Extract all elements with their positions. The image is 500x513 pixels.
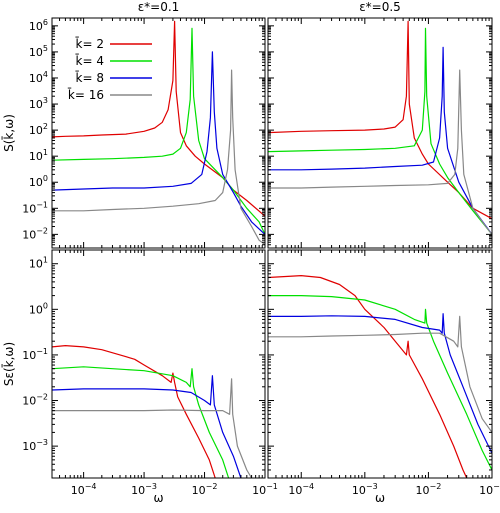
series-line-2 xyxy=(52,366,230,478)
series-line-4 xyxy=(268,69,492,235)
plot-frame xyxy=(51,249,266,479)
panel-top-right: ε*=0.5 xyxy=(267,0,493,249)
legend: k̄= 2 k̄= 4 k̄= 8 k̄= 16 xyxy=(68,37,152,102)
x-tick-label: 10−4 xyxy=(71,482,97,497)
legend-label: k̄= 2 xyxy=(75,37,104,51)
x-tick-label: 10−3 xyxy=(352,482,378,497)
y-tick-label: 10−3 xyxy=(22,438,48,453)
y-tick-label: 101 xyxy=(29,148,48,163)
x-tick-label: 10−2 xyxy=(416,482,442,497)
series-line-4 xyxy=(268,315,492,433)
x-tick-label: 10−2 xyxy=(192,482,218,497)
series-line-4 xyxy=(52,69,265,246)
series-line-3 xyxy=(52,51,265,235)
series-line-2 xyxy=(268,295,492,471)
y-tick-label: 10−1 xyxy=(22,347,48,362)
legend-label: k̄= 4 xyxy=(75,54,104,68)
y-tick-label: 10−2 xyxy=(22,226,48,241)
y-tick-label: 104 xyxy=(29,70,48,85)
y-tick-label: 101 xyxy=(29,256,48,271)
y-axis-title: S(k̄,ω) xyxy=(2,114,16,152)
series-line-1 xyxy=(52,20,265,217)
panel-top-left: 10−2 10−1 100 101 102 103 104 105 106 ε*=0.1 S(k̄,… xyxy=(2,0,266,249)
series-line-1 xyxy=(268,20,492,220)
y-tick-label: 103 xyxy=(29,96,48,111)
series-line-3 xyxy=(268,313,492,454)
y-tick-label: 100 xyxy=(29,174,48,189)
x-axis-title: ω xyxy=(153,491,163,505)
x-axis-title: ω xyxy=(375,491,385,505)
series-line-1 xyxy=(52,345,216,478)
x-tick-label: 10−1 xyxy=(479,482,500,497)
series-line-2 xyxy=(52,27,265,235)
plot-frame xyxy=(267,249,493,479)
series-line-3 xyxy=(52,375,242,478)
panel-title: ε*=0.1 xyxy=(138,0,180,14)
panel-title: ε*=0.5 xyxy=(359,0,401,14)
y-tick-label: 102 xyxy=(29,122,48,137)
y-tick-label: 105 xyxy=(29,44,48,59)
panel-bottom-right: 10−4 10−3 10−2 10−1 ω xyxy=(267,249,500,505)
y-tick-label: 100 xyxy=(29,301,48,316)
x-tick-label: 10−4 xyxy=(288,482,314,497)
y-tick-label: 10−1 xyxy=(22,200,48,215)
series-line-2 xyxy=(268,27,492,235)
panel-bottom-left: 10−3 10−2 10−1 100 101 10−4 10−3 10−2 10−1 ω Sε(k̄… xyxy=(2,249,278,505)
x-tick-label: 10−1 xyxy=(252,482,278,497)
y-tick-label: 10−2 xyxy=(22,393,48,408)
series-line-1 xyxy=(268,275,468,478)
y-axis-title: Sε(k̄,ω) xyxy=(2,342,16,386)
y-tick-label: 106 xyxy=(29,18,48,33)
legend-label: k̄= 16 xyxy=(68,88,104,102)
legend-label: k̄= 8 xyxy=(75,71,104,85)
x-tick-label: 10−3 xyxy=(131,482,157,497)
series-line-4 xyxy=(52,378,253,478)
